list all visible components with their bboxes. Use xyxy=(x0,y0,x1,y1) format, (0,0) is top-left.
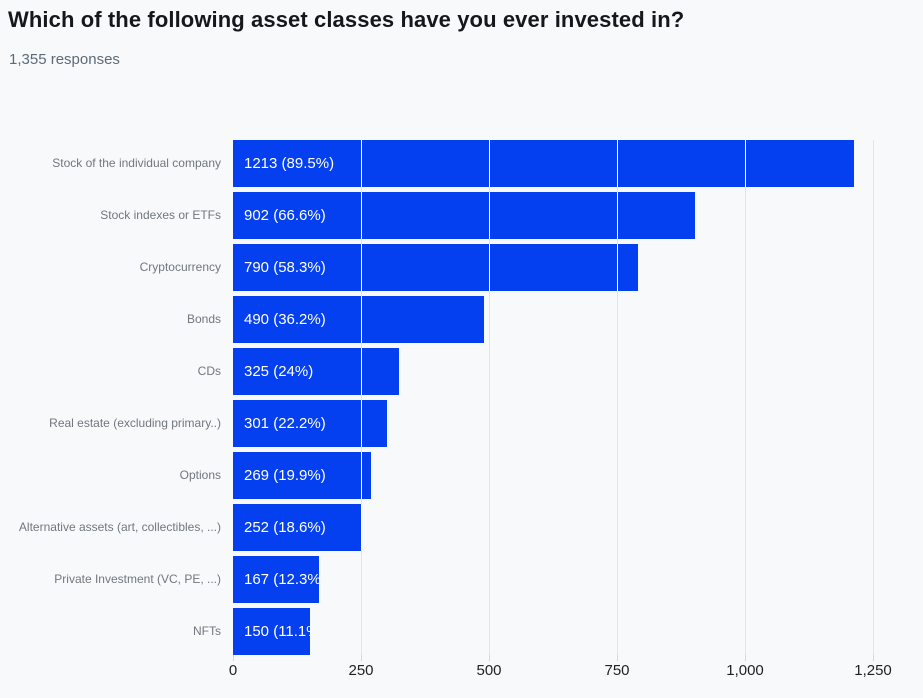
vertical-gridline xyxy=(745,140,746,655)
x-axis: 0 250 500 750 1,000 1,250 xyxy=(229,662,892,682)
bar: 325 (24%) xyxy=(233,348,400,395)
category-label: Real estate (excluding primary..) xyxy=(49,416,221,430)
bar-internal-gridline xyxy=(361,400,362,447)
bar-internal-gridline xyxy=(361,452,362,499)
bar: 902 (66.6%) xyxy=(233,192,695,239)
bar-internal-gridline xyxy=(745,140,746,187)
x-axis-tick-label: 750 xyxy=(604,662,630,679)
x-axis-tick-label: 250 xyxy=(348,662,374,679)
vertical-gridline xyxy=(361,140,362,655)
bar-internal-gridline xyxy=(617,244,618,291)
bar-value-label: 490 (36.2%) xyxy=(244,311,326,328)
bar-row: CDs 325 (24%) xyxy=(198,348,874,400)
bar: 1213 (89.5%) xyxy=(233,140,855,187)
category-label: Stock indexes or ETFs xyxy=(100,208,221,222)
plot-area: Stock of the individual company 1213 (89.… xyxy=(19,140,874,661)
bar-value-label: 167 (12.3%) xyxy=(244,571,319,588)
bar-value-label: 252 (18.6%) xyxy=(244,519,326,536)
bar-row: Stock of the individual company 1213 (89.… xyxy=(52,140,874,192)
x-axis-tick-mark xyxy=(617,655,618,661)
bar-internal-gridline xyxy=(361,192,362,239)
bar-row: Bonds 490 (36.2%) xyxy=(187,296,874,348)
bar-internal-gridline xyxy=(361,296,362,343)
bar-row: Real estate (excluding primary..) 301 (22… xyxy=(49,400,874,452)
bar-internal-gridline xyxy=(361,348,362,395)
bar: 252 (18.6%) xyxy=(233,504,362,551)
bar-row: Private Investment (VC, PE, ...) 167 (12.… xyxy=(54,556,874,608)
x-axis-tick-mark xyxy=(489,655,490,661)
bar-value-label: 150 (11.1%) xyxy=(244,623,310,640)
bar: 150 (11.1%) xyxy=(233,608,310,655)
category-label: Alternative assets (art, collectibles, .… xyxy=(18,520,221,534)
category-label: Stock of the individual company xyxy=(52,156,221,170)
bar-value-label: 325 (24%) xyxy=(244,363,314,380)
bar-row: Stock indexes or ETFs 902 (66.6%) xyxy=(100,192,874,244)
bar-internal-gridline xyxy=(361,244,362,291)
bar-internal-gridline xyxy=(617,140,618,187)
bar-internal-gridline xyxy=(489,244,490,291)
x-axis-tick-mark xyxy=(873,655,874,661)
x-axis-tick-label: 1,250 xyxy=(854,662,892,679)
x-axis-tick-label: 1,000 xyxy=(726,662,764,679)
bar-row: NFTs 150 (11.1%) xyxy=(193,608,874,660)
bar: 790 (58.3%) xyxy=(233,244,638,291)
bar-value-label: 790 (58.3%) xyxy=(244,259,326,276)
x-axis-tick-mark xyxy=(233,655,234,661)
bar-row: Cryptocurrency 790 (58.3%) xyxy=(140,244,874,296)
bar-row: Alternative assets (art, collectibles, .… xyxy=(19,504,874,556)
vertical-gridline xyxy=(489,140,490,655)
bar-internal-gridline xyxy=(361,504,362,551)
bar: 167 (12.3%) xyxy=(233,556,319,603)
x-axis-tick-mark xyxy=(745,655,746,661)
bar-value-label: 301 (22.2%) xyxy=(244,415,326,432)
bar-internal-gridline xyxy=(489,192,490,239)
x-axis-tick-label: 500 xyxy=(476,662,502,679)
vertical-gridline xyxy=(873,140,874,655)
bar: 269 (19.9%) xyxy=(233,452,371,499)
bar: 301 (22.2%) xyxy=(233,400,388,447)
bar-value-label: 902 (66.6%) xyxy=(244,207,326,224)
vertical-gridline xyxy=(617,140,618,655)
bar-value-label: 1213 (89.5%) xyxy=(244,155,335,172)
category-label: Bonds xyxy=(186,312,221,326)
category-label: Cryptocurrency xyxy=(139,260,221,274)
chart-title: Which of the following asset classes hav… xyxy=(8,7,685,32)
bar-value-label: 269 (19.9%) xyxy=(244,467,326,484)
bar-internal-gridline xyxy=(617,192,618,239)
category-label: Private Investment (VC, PE, ...) xyxy=(54,572,221,586)
response-count: 1,355 responses xyxy=(9,51,120,68)
category-label: NFTs xyxy=(193,624,221,638)
x-axis-tick-label: 0 xyxy=(228,662,238,679)
x-axis-tick-mark xyxy=(361,655,362,661)
bar-internal-gridline xyxy=(489,140,490,187)
category-label: CDs xyxy=(197,364,221,378)
bar-row: Options 269 (19.9%) xyxy=(180,452,874,504)
category-label: Options xyxy=(179,468,221,482)
bar-internal-gridline xyxy=(361,140,362,187)
bar: 490 (36.2%) xyxy=(233,296,484,343)
